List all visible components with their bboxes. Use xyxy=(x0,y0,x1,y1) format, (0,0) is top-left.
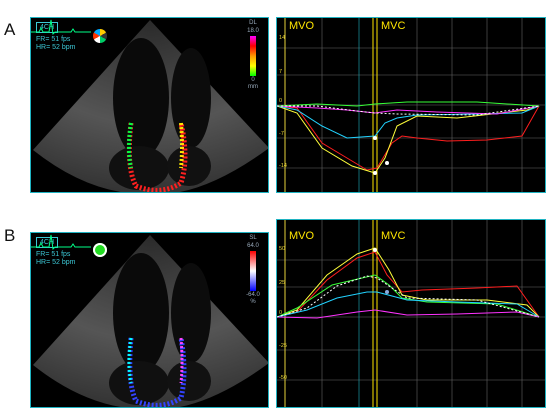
y-tick: -14 xyxy=(279,163,287,169)
graph-plot-b xyxy=(277,220,545,407)
y-tick: 25 xyxy=(279,280,286,286)
frame-rate: FR= 51 fps xyxy=(36,36,71,43)
y-tick: -7 xyxy=(279,131,284,137)
y-tick: -50 xyxy=(279,375,287,381)
ecg-trace xyxy=(31,19,91,36)
scale-bottom-value: 0 xyxy=(251,77,255,83)
color-scale-bar xyxy=(250,36,256,76)
event-label-mvc: MVC xyxy=(381,230,406,242)
y-tick: -25 xyxy=(279,343,287,349)
graph-plot-a xyxy=(277,18,545,192)
y-tick: 14 xyxy=(279,35,286,41)
scale-unit: % xyxy=(250,299,256,305)
event-label-mvo: MVO xyxy=(289,230,315,242)
panel-letter-b: B xyxy=(4,226,16,245)
scale-type-label: SL xyxy=(249,235,257,241)
y-tick: 7 xyxy=(279,69,283,75)
strain-graph-a: MVO MVC 14 7 0 -7 -14 xyxy=(276,17,546,193)
y-tick: 0 xyxy=(279,98,283,104)
y-tick: 0 xyxy=(279,310,283,316)
echo-image-a: 4CH FR= 51 fps HR= 52 bpm DL 18.0 0 mm xyxy=(30,17,269,193)
echo-image-b: 4CH FR= 51 fps HR= 52 bpm SL 64.0 -64.0 … xyxy=(30,232,269,408)
panel-letter-a: A xyxy=(4,20,16,39)
heart-rate: HR= 52 bpm xyxy=(36,44,76,51)
event-label-mvc: MVC xyxy=(381,20,406,32)
scale-top-value: 64.0 xyxy=(247,243,259,249)
heart-rate: HR= 52 bpm xyxy=(36,259,76,266)
segment-model-icon xyxy=(93,29,107,43)
frame-rate: FR= 51 fps xyxy=(36,251,71,258)
strain-graph-b: MVO MVC 50 25 0 -25 -50 xyxy=(276,219,546,408)
ultrasound-sector-a xyxy=(33,20,268,192)
scale-type-label: DL xyxy=(249,20,257,26)
ultrasound-sector-b xyxy=(33,235,268,407)
scale-bottom-value: -64.0 xyxy=(246,292,260,298)
scale-unit: mm xyxy=(248,84,258,90)
y-tick: 50 xyxy=(279,246,286,252)
scale-top-value: 18.0 xyxy=(247,28,259,34)
event-label-mvo: MVO xyxy=(289,20,315,32)
color-scale-bar xyxy=(250,251,256,291)
segment-model-icon xyxy=(93,243,107,257)
ecg-trace xyxy=(31,234,91,251)
